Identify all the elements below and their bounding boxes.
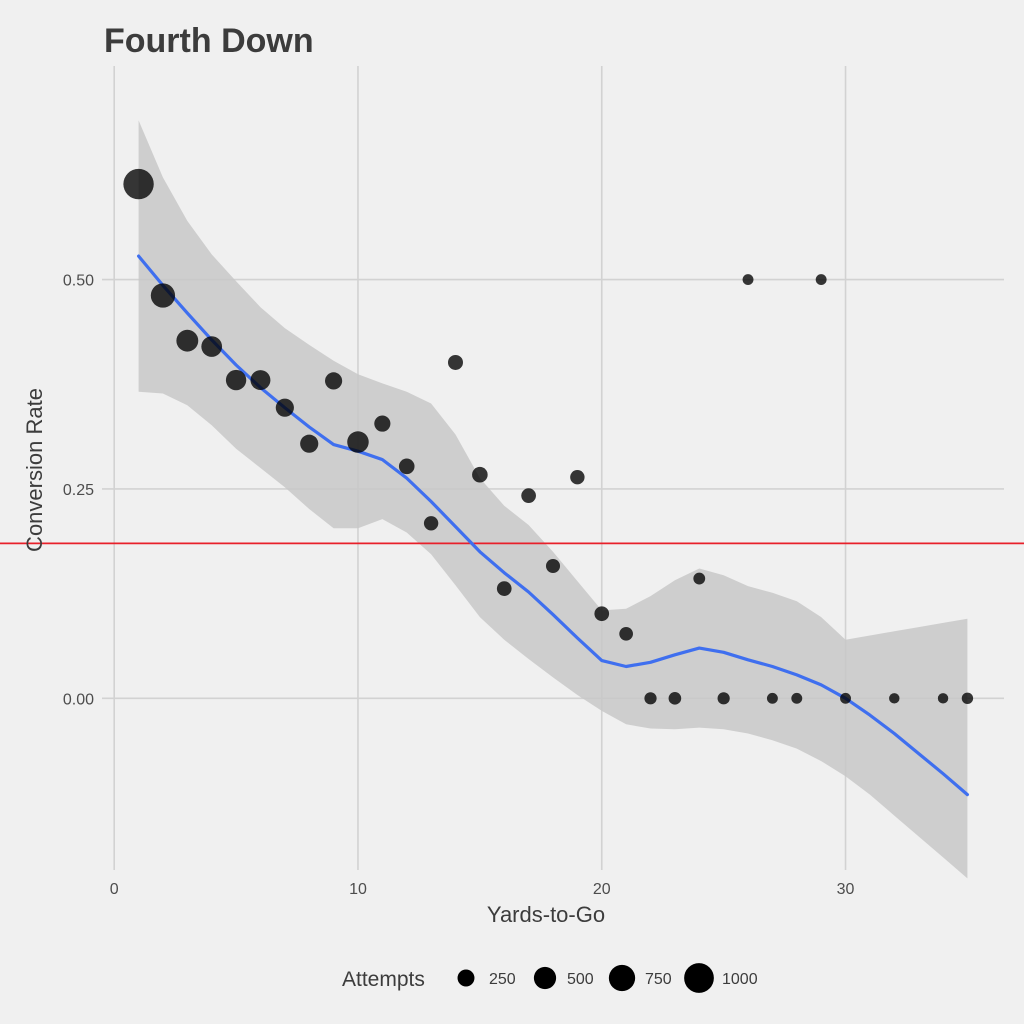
smooth-line-group bbox=[137, 254, 969, 797]
data-point bbox=[791, 692, 803, 704]
data-point bbox=[176, 329, 199, 352]
chart-title: Fourth Down bbox=[104, 22, 314, 60]
x-tick-label: 30 bbox=[837, 881, 855, 898]
legend-title: Attempts bbox=[342, 968, 425, 991]
data-point bbox=[496, 581, 512, 596]
y-tick-labels: 0.00 0.25 0.50 bbox=[63, 273, 94, 709]
data-point bbox=[742, 274, 754, 286]
x-tick-label: 10 bbox=[349, 881, 367, 898]
data-point bbox=[225, 369, 247, 391]
x-tick-labels: 0 10 20 30 bbox=[110, 881, 855, 898]
data-point bbox=[300, 434, 319, 453]
data-point bbox=[668, 692, 682, 705]
data-point bbox=[347, 431, 369, 453]
data-point bbox=[250, 370, 271, 391]
legend-key bbox=[533, 966, 557, 990]
data-point bbox=[594, 606, 610, 622]
points bbox=[123, 168, 974, 705]
data-point bbox=[521, 488, 536, 503]
x-axis-title: Yards-to-Go bbox=[487, 902, 605, 927]
confidence-band bbox=[138, 120, 968, 879]
smooth-line bbox=[137, 254, 969, 797]
y-tick-label: 0.25 bbox=[63, 482, 94, 499]
data-point bbox=[275, 398, 294, 417]
x-tick-label: 20 bbox=[593, 881, 611, 898]
data-point bbox=[889, 693, 900, 704]
data-point bbox=[619, 626, 633, 641]
data-point bbox=[693, 572, 706, 585]
data-point bbox=[961, 692, 974, 705]
data-point bbox=[644, 692, 657, 705]
data-point bbox=[201, 336, 223, 357]
y-tick-label: 0.00 bbox=[63, 691, 94, 708]
legend-key bbox=[608, 964, 636, 992]
confidence-band-area bbox=[138, 120, 968, 879]
legend-key bbox=[457, 969, 475, 987]
data-point bbox=[570, 470, 585, 485]
legend-key bbox=[684, 963, 714, 993]
data-point bbox=[937, 693, 949, 704]
data-point bbox=[150, 283, 176, 308]
data-point bbox=[374, 415, 391, 432]
y-tick-label: 0.50 bbox=[63, 273, 94, 290]
data-point bbox=[398, 458, 415, 475]
data-point bbox=[840, 692, 851, 704]
legend-label: 750 bbox=[645, 971, 672, 988]
legend-label: 250 bbox=[489, 971, 516, 988]
legend-label: 1000 bbox=[722, 971, 758, 988]
y-axis-title: Conversion Rate bbox=[22, 388, 47, 552]
data-point bbox=[447, 354, 463, 370]
data-point bbox=[766, 692, 778, 704]
legend-label: 500 bbox=[567, 971, 594, 988]
data-point bbox=[545, 558, 561, 574]
data-point bbox=[325, 372, 343, 390]
data-point bbox=[717, 692, 730, 705]
data-point bbox=[123, 168, 154, 200]
data-point bbox=[423, 516, 439, 531]
data-point bbox=[472, 466, 488, 483]
x-tick-label: 0 bbox=[110, 881, 119, 898]
data-point bbox=[815, 274, 827, 286]
legend: Attempts 250 500 750 1000 bbox=[342, 963, 758, 993]
